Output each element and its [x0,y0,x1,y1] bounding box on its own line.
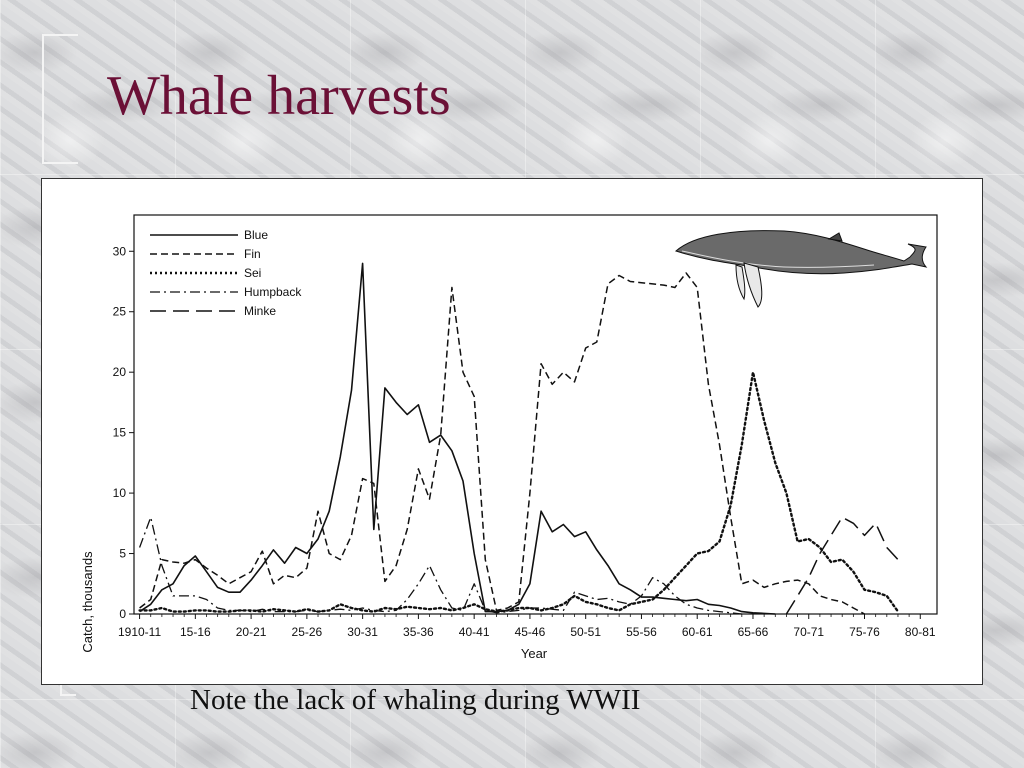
x-tick-label: 40-41 [459,625,490,639]
y-tick-label: 0 [119,607,126,621]
x-axis-label: Year [521,646,548,661]
line-chart: 0 5 10 15 20 25 30 1910-11 15-16 20-21 25-26 30-31 3… [80,214,938,661]
x-tick-label: 1910-11 [118,625,161,639]
chart-container: 0 5 10 15 20 25 30 1910-11 15-16 20-21 25-26 30-31 3… [41,178,983,685]
series-line-sei [138,371,900,613]
chart-axes: 0 5 10 15 20 25 30 1910-11 15-16 20-21 25-26 30-31 3… [113,214,938,639]
series-line-blue [139,262,776,615]
x-tick-label: 45-46 [515,625,546,639]
x-tick-label: 35-36 [403,625,434,639]
legend-label-minke: Minke [244,304,276,318]
y-tick-label: 10 [113,486,127,500]
series-line-fin [139,272,865,615]
legend-label-humpback: Humpback [244,285,302,299]
x-tick-label: 15-16 [180,625,211,639]
chart-legend: Blue Fin Sei Humpback Minke [150,228,302,318]
slide-title: Whale harvests [107,65,451,127]
x-tick-label: 80-81 [905,625,936,639]
x-tick-label: 55-56 [626,625,657,639]
legend-label-sei: Sei [244,266,261,280]
y-tick-label: 20 [113,365,127,379]
whale-illustration [675,230,928,308]
x-tick-label: 65-66 [738,625,769,639]
x-tick-label: 75-76 [849,625,880,639]
x-tick-label: 60-61 [682,625,713,639]
plot-frame [133,214,938,615]
y-tick-label: 15 [113,426,127,440]
legend-label-blue: Blue [244,228,268,242]
x-tick-label: 30-31 [347,625,378,639]
legend-label-fin: Fin [244,247,261,261]
series-line-minke [785,516,899,615]
slide-caption: Note the lack of whaling during WWII [190,684,641,716]
y-axis-label: Catch, thousands [80,551,95,653]
y-tick-label: 5 [119,547,126,561]
chart-series [138,262,900,615]
decorative-bracket [42,34,78,164]
y-tick-label: 25 [113,305,127,319]
x-tick-label: 70-71 [793,625,824,639]
x-tick-label: 50-51 [570,625,601,639]
y-tick-label: 30 [113,244,127,258]
x-tick-label: 25-26 [292,625,323,639]
series-line-humpback [138,516,742,615]
x-tick-label: 20-21 [236,625,267,639]
